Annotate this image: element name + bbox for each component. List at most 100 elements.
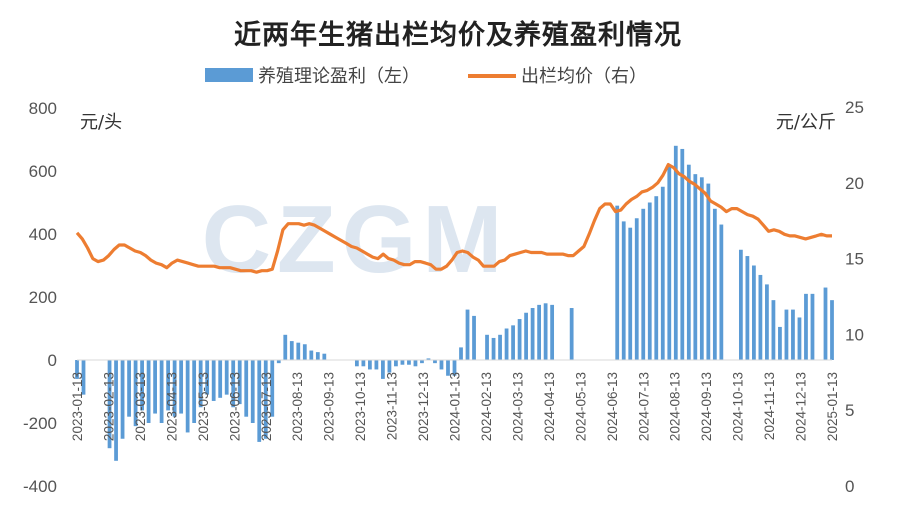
profit-bar bbox=[628, 227, 633, 360]
profit-bar bbox=[309, 350, 314, 360]
profit-bar bbox=[270, 360, 275, 417]
x-tick-label: 2023-01-13 bbox=[70, 372, 85, 441]
x-tick-label: 2024-08-13 bbox=[668, 372, 683, 441]
profit-bar bbox=[615, 205, 620, 360]
profit-bar bbox=[400, 360, 405, 365]
x-tick-label: 2023-11-13 bbox=[385, 372, 400, 440]
profit-bar bbox=[426, 358, 431, 360]
right-tick-label: 5 bbox=[845, 401, 854, 420]
profit-bar bbox=[673, 145, 678, 360]
right-tick-label: 10 bbox=[845, 325, 864, 344]
price-line bbox=[75, 163, 832, 274]
profit-bar bbox=[517, 319, 522, 360]
profit-bar bbox=[791, 309, 795, 360]
profit-bar bbox=[146, 360, 151, 423]
profit-bar bbox=[472, 315, 476, 360]
profit-bar bbox=[302, 344, 307, 360]
x-tick-label: 2025-01-13 bbox=[825, 372, 840, 441]
left-tick-label: 600 bbox=[29, 162, 57, 181]
profit-bar bbox=[413, 360, 418, 367]
profit-bar bbox=[752, 265, 756, 360]
x-tick-label: 2024-11-13 bbox=[762, 372, 777, 440]
profit-bar bbox=[133, 360, 138, 427]
left-tick-label: 400 bbox=[29, 225, 57, 244]
profit-bar bbox=[276, 360, 281, 364]
x-tick-label: 2023-05-13 bbox=[196, 372, 211, 441]
x-tick-label: 2023-07-13 bbox=[259, 372, 274, 441]
legend-bar-label: 养殖理论盈利（左） bbox=[258, 65, 420, 87]
profit-bar bbox=[706, 183, 711, 360]
profit-bar bbox=[498, 334, 502, 360]
profit-bar bbox=[719, 224, 724, 360]
profit-bar bbox=[621, 221, 626, 360]
profit-bar bbox=[680, 148, 685, 360]
profit-bar bbox=[394, 360, 398, 367]
x-tick-label: 2023-03-13 bbox=[133, 372, 148, 441]
profit-bar bbox=[654, 196, 659, 360]
profit-bar bbox=[185, 360, 190, 433]
x-tick-label: 2023-04-13 bbox=[164, 372, 179, 441]
left-tick-label: -200 bbox=[23, 414, 57, 433]
profit-bar bbox=[179, 360, 184, 414]
profit-bar bbox=[361, 360, 366, 367]
profit-bar bbox=[439, 360, 444, 370]
profit-bar bbox=[804, 293, 808, 360]
profit-bar bbox=[491, 337, 496, 360]
profit-bar bbox=[524, 312, 528, 360]
profit-bar bbox=[172, 360, 177, 417]
left-tick-label: 800 bbox=[29, 99, 57, 118]
profit-bar bbox=[504, 328, 509, 360]
profit-bar bbox=[452, 360, 457, 376]
profit-bar bbox=[810, 293, 815, 360]
profit-bar bbox=[537, 304, 541, 360]
profit-bar bbox=[641, 208, 646, 360]
profit-bar bbox=[511, 325, 515, 360]
profit-bar bbox=[387, 360, 392, 373]
profit-bar bbox=[830, 300, 834, 360]
left-tick-label: 0 bbox=[48, 351, 57, 370]
profit-bar bbox=[315, 352, 320, 360]
x-tick-label: 2023-12-13 bbox=[416, 372, 431, 441]
profit-bar bbox=[745, 256, 750, 360]
profit-bar bbox=[667, 164, 672, 360]
profit-bar bbox=[120, 360, 125, 439]
profit-bar bbox=[192, 360, 197, 423]
profit-bar bbox=[485, 334, 489, 360]
profit-bar bbox=[244, 360, 249, 417]
profit-bar bbox=[634, 218, 639, 360]
x-tick-label: 2024-02-13 bbox=[479, 372, 494, 441]
profit-bar bbox=[283, 334, 288, 360]
x-tick-label: 2024-01-13 bbox=[448, 372, 463, 441]
x-axis: 2023-01-13 2023-02-13 2023-03-13 2023-04-13… bbox=[70, 372, 840, 441]
profit-bar bbox=[712, 208, 717, 360]
x-tick-label: 2023-09-13 bbox=[322, 372, 337, 441]
profit-bar bbox=[211, 360, 216, 401]
legend: 养殖理论盈利（左） 出栏均价（右） bbox=[205, 65, 647, 87]
x-tick-label: 2023-10-13 bbox=[353, 372, 368, 441]
profit-bar bbox=[81, 360, 86, 395]
x-tick-label: 2024-12-13 bbox=[794, 372, 809, 441]
x-tick-label: 2024-07-13 bbox=[636, 372, 651, 441]
profit-bar bbox=[699, 177, 704, 360]
x-tick-label: 2024-10-13 bbox=[731, 372, 746, 441]
profit-bar bbox=[263, 360, 268, 439]
watermark: CZGM bbox=[202, 186, 509, 293]
x-tick-label: 2023-06-13 bbox=[227, 372, 242, 441]
profit-bar bbox=[289, 341, 294, 360]
profit-bar bbox=[647, 202, 652, 360]
profit-bar bbox=[166, 360, 171, 411]
left-tick-label: 200 bbox=[29, 288, 57, 307]
profit-bar bbox=[784, 309, 789, 360]
profit-bar bbox=[758, 274, 763, 360]
profit-bar bbox=[543, 303, 548, 360]
profit-bar bbox=[237, 360, 242, 405]
profit-bar bbox=[459, 347, 463, 360]
profit-bar bbox=[231, 360, 236, 408]
profit-bar bbox=[250, 360, 255, 423]
profit-bar bbox=[771, 300, 776, 360]
profit-bar bbox=[354, 360, 359, 367]
profit-bar bbox=[738, 249, 743, 360]
profit-bar bbox=[368, 360, 372, 370]
profit-bar bbox=[257, 360, 262, 442]
